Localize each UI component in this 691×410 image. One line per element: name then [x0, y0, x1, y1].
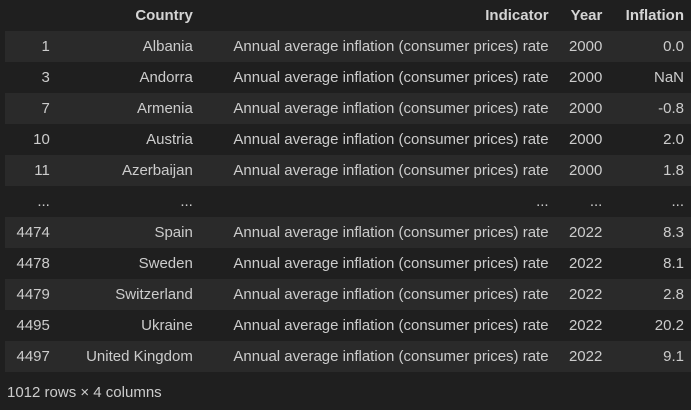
cell-country: Andorra	[139, 69, 193, 86]
cell-inflation: NaN	[653, 69, 684, 86]
cell-country: Switzerland	[115, 286, 193, 303]
cell-indicator: Annual average inflation (consumer price…	[233, 69, 549, 86]
cell-indicator: Annual average inflation (consumer price…	[233, 317, 549, 334]
cell-year: 2022	[568, 224, 603, 241]
table-row: 4474 Spain Annual average inflation (consu…	[5, 217, 691, 248]
table-body: 1 Albania Annual average inflation (consum…	[5, 31, 691, 372]
cell-country: Austria	[146, 131, 193, 148]
cell-index: ...	[37, 193, 50, 210]
cell-inflation: 0.0	[663, 38, 684, 55]
cell-index: 4479	[16, 286, 50, 303]
cell-index: 4495	[16, 317, 50, 334]
table-header: Country Indicator Year Inflation	[5, 0, 691, 31]
cell-indicator: Annual average inflation (consumer price…	[233, 224, 549, 241]
cell-year: 2022	[568, 348, 603, 365]
table-row: 7 Armenia Annual average inflation (consum…	[5, 93, 691, 124]
header-inflation: Inflation	[625, 7, 684, 24]
table-row: 3 Andorra Annual average inflation (consum…	[5, 62, 691, 93]
cell-country: Albania	[142, 38, 193, 55]
shape-note: 1012 rows × 4 columns	[7, 384, 162, 401]
cell-country: United Kingdom	[86, 348, 193, 365]
table-row: 11 Azerbaijan Annual average inflation (co…	[5, 155, 691, 186]
cell-country: Ukraine	[141, 317, 193, 334]
cell-inflation: 8.3	[663, 224, 684, 241]
cell-indicator: Annual average inflation (consumer price…	[233, 162, 549, 179]
cell-year: 2000	[568, 100, 603, 117]
cell-year: 2022	[568, 255, 603, 272]
dataframe-table: Country Indicator Year Inflation 1 Albani…	[5, 0, 691, 372]
cell-inflation: 1.8	[663, 162, 684, 179]
cell-inflation: 8.1	[663, 255, 684, 272]
cell-inflation: ...	[671, 193, 684, 210]
table-row: 4478 Sweden Annual average inflation (cons…	[5, 248, 691, 279]
cell-index: 3	[41, 69, 50, 86]
cell-year: ...	[589, 193, 603, 210]
cell-indicator: ...	[536, 193, 549, 210]
table-row: ...............	[5, 186, 691, 217]
cell-inflation: 20.2	[654, 317, 684, 334]
cell-indicator: Annual average inflation (consumer price…	[233, 255, 549, 272]
cell-year: 2000	[568, 162, 603, 179]
cell-inflation: 2.0	[663, 131, 684, 148]
cell-index: 11	[34, 162, 50, 179]
cell-year: 2000	[568, 69, 603, 86]
cell-index: 10	[33, 131, 50, 148]
cell-year: 2000	[568, 38, 603, 55]
table-row: 1 Albania Annual average inflation (consum…	[5, 31, 691, 62]
cell-indicator: Annual average inflation (consumer price…	[233, 348, 549, 365]
cell-country: Sweden	[138, 255, 193, 272]
cell-inflation: 9.1	[663, 348, 684, 365]
cell-index: 4497	[16, 348, 50, 365]
cell-year: 2022	[568, 317, 603, 334]
table-row: 4479 Switzerland Annual average inflation …	[5, 279, 691, 310]
cell-country: ...	[180, 193, 193, 210]
cell-index: 1	[41, 38, 50, 55]
cell-year: 2022	[568, 286, 603, 303]
table-row: 10 Austria Annual average inflation (consu…	[5, 124, 691, 155]
cell-country: Azerbaijan	[121, 162, 193, 179]
header-country: Country	[135, 7, 193, 24]
cell-index: 4478	[16, 255, 50, 272]
cell-year: 2000	[568, 131, 603, 148]
cell-indicator: Annual average inflation (consumer price…	[233, 286, 549, 303]
table-row: 4495 Ukraine Annual average inflation (con…	[5, 310, 691, 341]
cell-inflation: -0.8	[658, 100, 684, 117]
cell-index: 7	[41, 100, 50, 117]
cell-indicator: Annual average inflation (consumer price…	[233, 100, 549, 117]
cell-country: Armenia	[136, 100, 193, 117]
header-row: Country Indicator Year Inflation	[5, 0, 691, 31]
cell-index: 4474	[16, 224, 50, 241]
header-year: Year	[570, 7, 603, 24]
cell-country: Spain	[154, 224, 193, 241]
cell-inflation: 2.8	[663, 286, 684, 303]
table-row: 4497 United Kingdom Annual average inflati…	[5, 341, 691, 372]
cell-indicator: Annual average inflation (consumer price…	[233, 38, 549, 55]
header-indicator: Indicator	[485, 7, 549, 24]
header-index	[5, 0, 57, 31]
cell-indicator: Annual average inflation (consumer price…	[233, 131, 549, 148]
